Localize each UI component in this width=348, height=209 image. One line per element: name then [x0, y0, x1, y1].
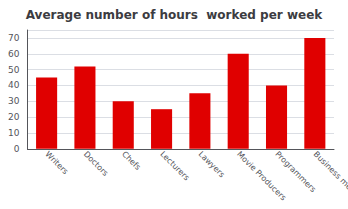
- svg-text:30: 30: [8, 96, 20, 106]
- svg-text:Lecturers: Lecturers: [158, 150, 191, 183]
- svg-text:Lawyers: Lawyers: [197, 150, 227, 180]
- svg-text:Chefs: Chefs: [120, 150, 142, 172]
- svg-text:60: 60: [8, 49, 20, 59]
- svg-text:Writers: Writers: [43, 150, 70, 177]
- svg-text:70: 70: [8, 33, 20, 43]
- svg-text:Programmers: Programmers: [273, 150, 317, 194]
- svg-text:10: 10: [8, 128, 20, 138]
- svg-text:Average number of hours worke: Average number of hours worked per week: [26, 8, 324, 22]
- svg-text:20: 20: [8, 112, 20, 122]
- svg-text:40: 40: [8, 80, 20, 90]
- svg-text:50: 50: [8, 65, 20, 75]
- svg-text:0: 0: [14, 144, 20, 154]
- svg-text:Movie Producers: Movie Producers: [235, 149, 288, 203]
- svg-text:Doctors: Doctors: [82, 150, 110, 178]
- svg-text:Business men: Business men: [312, 150, 348, 196]
